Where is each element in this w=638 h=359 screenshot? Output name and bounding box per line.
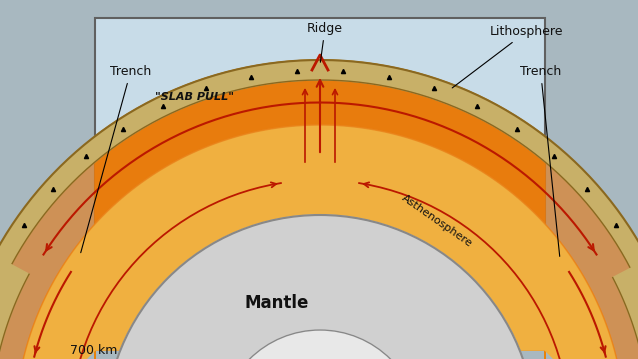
Circle shape — [105, 215, 535, 359]
Text: Trench: Trench — [81, 65, 151, 253]
Text: Asthenosphere: Asthenosphere — [400, 193, 474, 249]
Bar — [95, 18, 545, 348]
Polygon shape — [0, 255, 29, 351]
Circle shape — [220, 330, 420, 359]
Text: 700 km: 700 km — [70, 344, 117, 357]
Text: Lithosphere: Lithosphere — [452, 25, 563, 88]
Polygon shape — [0, 60, 638, 359]
Polygon shape — [95, 60, 545, 359]
Polygon shape — [15, 125, 625, 359]
Polygon shape — [0, 80, 638, 359]
Text: Trench: Trench — [520, 65, 561, 256]
Text: Mantle: Mantle — [245, 294, 309, 312]
Text: Ridge: Ridge — [307, 22, 343, 62]
Polygon shape — [612, 259, 638, 355]
Text: "SLAB PULL": "SLAB PULL" — [155, 92, 234, 102]
